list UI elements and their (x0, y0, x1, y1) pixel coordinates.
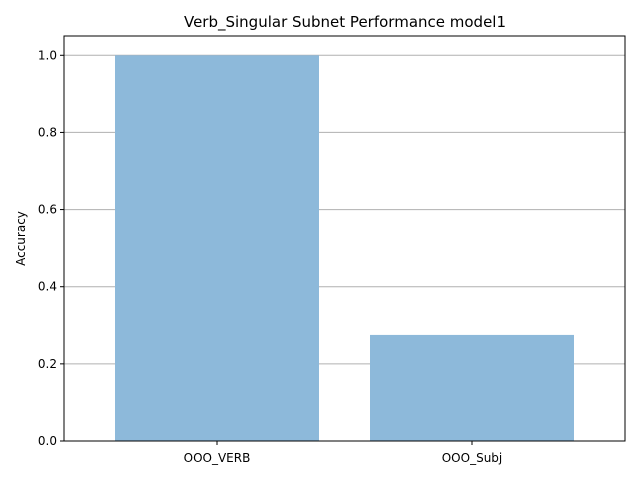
x-tick-label: OOO_VERB (184, 451, 251, 465)
y-axis-label: Accuracy (14, 211, 28, 266)
y-tick-label: 0.0 (38, 434, 57, 448)
x-ticks: OOO_VERB OOO_Subj (184, 441, 503, 465)
y-tick-label: 0.6 (38, 203, 57, 217)
y-tick-label: 0.4 (38, 280, 57, 294)
chart-title: Verb_Singular Subnet Performance model1 (184, 13, 506, 32)
plot-frame (63, 35, 626, 442)
y-ticks: 0.0 0.2 0.4 0.6 0.8 1.0 (38, 48, 64, 448)
bar-ooo-verb (115, 55, 319, 442)
bar-ooo-subj (370, 334, 574, 441)
x-tick-label: OOO_Subj (442, 451, 503, 465)
y-tick-label: 0.2 (38, 357, 57, 371)
y-tick-label: 0.8 (38, 125, 57, 139)
bars (115, 55, 574, 442)
y-tick-label: 1.0 (38, 48, 57, 62)
